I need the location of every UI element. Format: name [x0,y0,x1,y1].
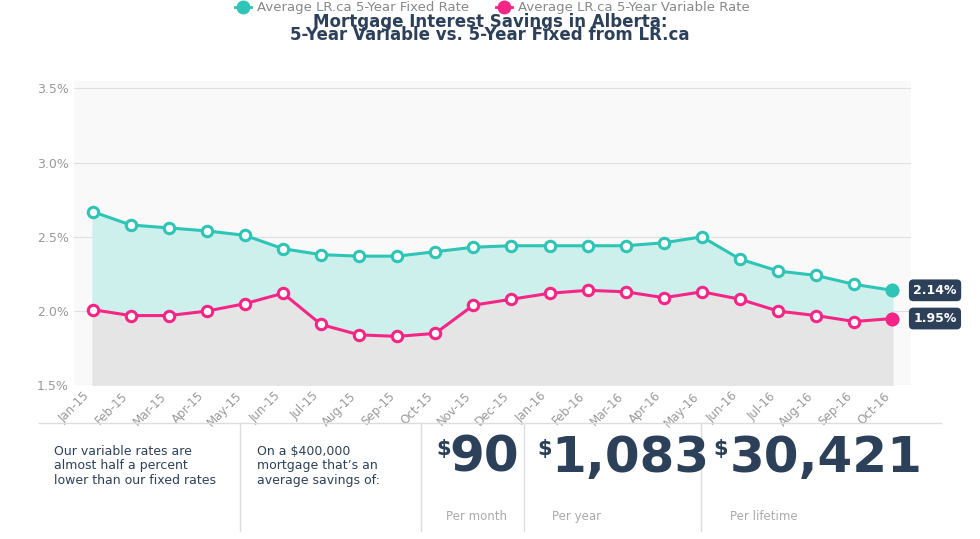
Legend: Average LR.ca 5-Year Fixed Rate, Average LR.ca 5-Year Variable Rate: Average LR.ca 5-Year Fixed Rate, Average… [229,0,756,19]
Average LR.ca 5-Year Variable Rate [734,296,746,302]
Average LR.ca 5-Year Fixed Rate [163,225,174,231]
Average LR.ca 5-Year Fixed Rate [124,222,136,228]
Average LR.ca 5-Year Variable Rate [506,296,517,302]
Average LR.ca 5-Year Fixed Rate [277,245,289,252]
Average LR.ca 5-Year Fixed Rate [734,256,746,262]
Average LR.ca 5-Year Variable Rate [772,308,784,314]
Text: $: $ [713,439,728,459]
Average LR.ca 5-Year Variable Rate [239,300,251,307]
Text: 2.14%: 2.14% [913,284,956,297]
Average LR.ca 5-Year Fixed Rate [620,243,632,249]
Average LR.ca 5-Year Fixed Rate [810,272,822,279]
Text: 1.95%: 1.95% [913,312,956,325]
Average LR.ca 5-Year Variable Rate [810,312,822,319]
Average LR.ca 5-Year Fixed Rate [429,248,441,255]
Average LR.ca 5-Year Variable Rate [658,294,669,301]
Line: Average LR.ca 5-Year Fixed Rate: Average LR.ca 5-Year Fixed Rate [87,206,898,295]
Text: lower than our fixed rates: lower than our fixed rates [54,474,216,487]
Average LR.ca 5-Year Fixed Rate [353,253,365,259]
Average LR.ca 5-Year Variable Rate [353,331,365,338]
Average LR.ca 5-Year Variable Rate [696,288,708,295]
Average LR.ca 5-Year Variable Rate [277,290,289,296]
Average LR.ca 5-Year Fixed Rate [582,243,594,249]
Text: Mortgage Interest Savings in Alberta:: Mortgage Interest Savings in Alberta: [313,13,667,31]
Average LR.ca 5-Year Variable Rate [124,312,136,319]
Text: Per month: Per month [446,510,507,523]
Average LR.ca 5-Year Variable Rate [201,308,213,314]
Average LR.ca 5-Year Fixed Rate [887,287,899,294]
Average LR.ca 5-Year Fixed Rate [201,227,213,234]
Average LR.ca 5-Year Fixed Rate [316,251,327,258]
Average LR.ca 5-Year Fixed Rate [696,233,708,240]
Average LR.ca 5-Year Variable Rate [316,321,327,328]
Text: 1,083: 1,083 [552,434,710,482]
Text: Per lifetime: Per lifetime [730,510,798,523]
Text: almost half a percent: almost half a percent [54,459,187,472]
Average LR.ca 5-Year Fixed Rate [467,244,479,251]
Text: $: $ [537,439,552,459]
Line: Average LR.ca 5-Year Variable Rate: Average LR.ca 5-Year Variable Rate [87,285,898,342]
Text: average savings of:: average savings of: [257,474,379,487]
Average LR.ca 5-Year Fixed Rate [658,239,669,246]
Average LR.ca 5-Year Variable Rate [391,333,403,340]
Average LR.ca 5-Year Variable Rate [887,315,899,322]
Average LR.ca 5-Year Variable Rate [467,302,479,308]
Average LR.ca 5-Year Fixed Rate [772,268,784,274]
Text: $: $ [436,439,451,459]
Average LR.ca 5-Year Fixed Rate [506,243,517,249]
Text: On a $400,000: On a $400,000 [257,445,350,458]
Text: mortgage that’s an: mortgage that’s an [257,459,377,472]
Text: Per year: Per year [552,510,601,523]
Average LR.ca 5-Year Variable Rate [86,306,98,313]
Average LR.ca 5-Year Fixed Rate [391,253,403,259]
Text: 30,421: 30,421 [730,434,923,482]
Text: Our variable rates are: Our variable rates are [54,445,192,458]
Text: 90: 90 [450,434,519,482]
Average LR.ca 5-Year Variable Rate [582,287,594,294]
Average LR.ca 5-Year Variable Rate [429,330,441,337]
Average LR.ca 5-Year Fixed Rate [239,232,251,239]
Average LR.ca 5-Year Fixed Rate [849,281,860,288]
Average LR.ca 5-Year Variable Rate [163,312,174,319]
Average LR.ca 5-Year Fixed Rate [544,243,556,249]
Average LR.ca 5-Year Variable Rate [544,290,556,296]
Text: 5-Year Variable vs. 5-Year Fixed from LR.ca: 5-Year Variable vs. 5-Year Fixed from LR… [290,26,690,44]
Average LR.ca 5-Year Variable Rate [849,318,860,324]
Average LR.ca 5-Year Fixed Rate [86,209,98,215]
Average LR.ca 5-Year Variable Rate [620,288,632,295]
